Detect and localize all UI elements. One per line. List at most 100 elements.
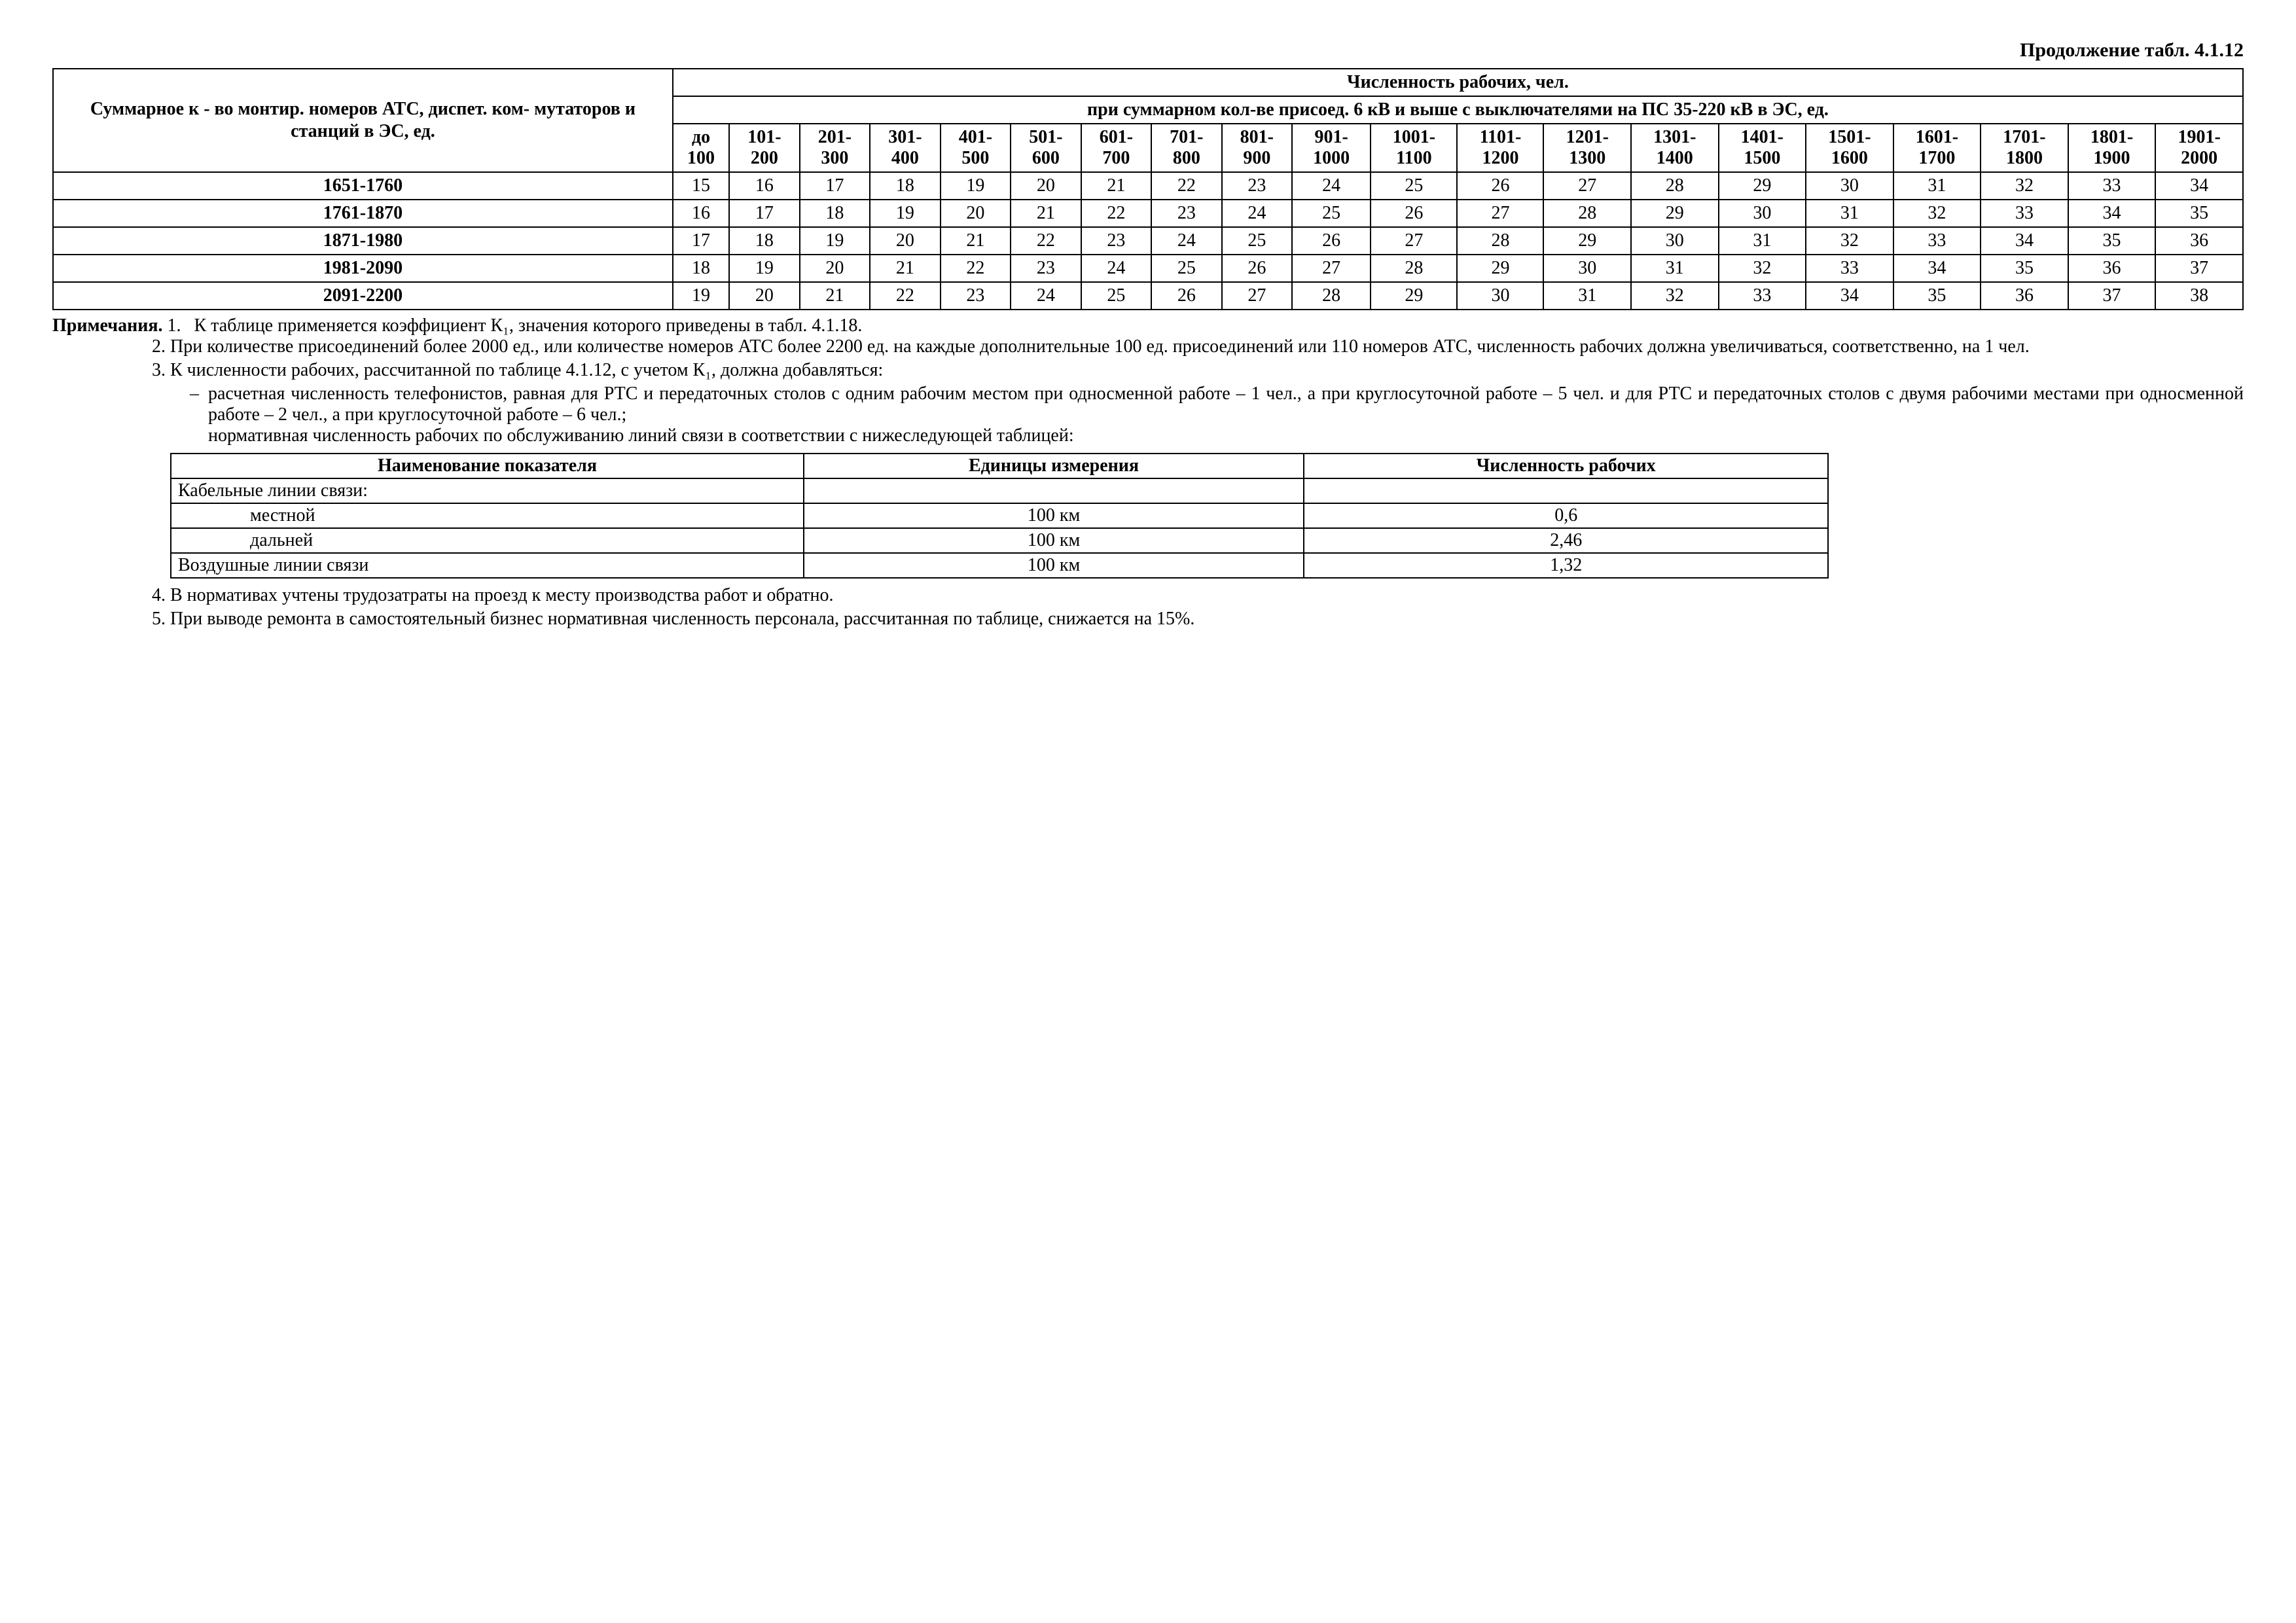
cell: 26 (1292, 227, 1371, 255)
note-5: При выводе ремонта в самостоятельный биз… (170, 609, 2244, 630)
cell: 23 (941, 282, 1011, 310)
cell: 21 (1011, 200, 1081, 227)
cell: 22 (1151, 172, 1221, 200)
cell: 31 (1893, 172, 1981, 200)
cell: 22 (1011, 227, 1081, 255)
row-label: 1871-1980 (53, 227, 673, 255)
cell: 30 (1631, 227, 1719, 255)
cell: 33 (1981, 200, 2068, 227)
col-header: 501- 600 (1011, 124, 1081, 172)
col-header: до 100 (673, 124, 729, 172)
cell: 16 (729, 172, 799, 200)
cell: 30 (1719, 200, 1806, 227)
cell: 18 (800, 200, 870, 227)
cell: 35 (1981, 255, 2068, 282)
col-header: 1701- 1800 (1981, 124, 2068, 172)
col-header: 101- 200 (729, 124, 799, 172)
cell: 36 (2068, 255, 2156, 282)
cell: 20 (800, 255, 870, 282)
cell: 25 (1081, 282, 1151, 310)
notes-block: Примечания. 1. К таблице применяется коэ… (52, 315, 2244, 630)
col-header: 1901- 2000 (2155, 124, 2243, 172)
cell: 20 (941, 200, 1011, 227)
cell: 29 (1371, 282, 1457, 310)
sub-col-header: Единицы измерения (804, 454, 1304, 478)
col-header: 901- 1000 (1292, 124, 1371, 172)
cell: 34 (2068, 200, 2156, 227)
cell: 25 (1371, 172, 1457, 200)
cell: 18 (729, 227, 799, 255)
sub-cell: дальней (171, 528, 804, 553)
cell: 26 (1151, 282, 1221, 310)
col-header: 601- 700 (1081, 124, 1151, 172)
col-header: 801- 900 (1222, 124, 1292, 172)
cell: 21 (1081, 172, 1151, 200)
note-4: В нормативах учтены трудозатраты на прое… (170, 585, 2244, 606)
col-header: 301- 400 (870, 124, 940, 172)
cell: 24 (1222, 200, 1292, 227)
cell: 19 (800, 227, 870, 255)
cell: 30 (1457, 282, 1543, 310)
cell: 23 (1011, 255, 1081, 282)
sub-cell: 100 км (804, 553, 1304, 578)
cell: 20 (870, 227, 940, 255)
cell: 15 (673, 172, 729, 200)
cell: 26 (1457, 172, 1543, 200)
cell: 28 (1631, 172, 1719, 200)
cell: 19 (870, 200, 940, 227)
cell: 24 (1011, 282, 1081, 310)
col-header: 201- 300 (800, 124, 870, 172)
cell: 28 (1543, 200, 1631, 227)
cell: 29 (1719, 172, 1806, 200)
cell: 24 (1292, 172, 1371, 200)
sub-cell: 100 км (804, 503, 1304, 528)
cell: 17 (800, 172, 870, 200)
cell: 33 (2068, 172, 2156, 200)
cell: 35 (1893, 282, 1981, 310)
cell: 31 (1631, 255, 1719, 282)
cell: 22 (870, 282, 940, 310)
cell: 26 (1371, 200, 1457, 227)
cell: 19 (729, 255, 799, 282)
row-label: 1651-1760 (53, 172, 673, 200)
cell: 25 (1292, 200, 1371, 227)
cell: 33 (1719, 282, 1806, 310)
cell: 31 (1543, 282, 1631, 310)
cell: 16 (673, 200, 729, 227)
cell: 20 (729, 282, 799, 310)
cell: 21 (941, 227, 1011, 255)
sub-col-header: Численность рабочих (1304, 454, 1828, 478)
row-label: 1981-2090 (53, 255, 673, 282)
cell: 18 (870, 172, 940, 200)
sub-cell (804, 478, 1304, 503)
cell: 23 (1151, 200, 1221, 227)
col-header: 701- 800 (1151, 124, 1221, 172)
col-header: 1501- 1600 (1806, 124, 1893, 172)
sub-cell: 0,6 (1304, 503, 1828, 528)
col-header: 1301- 1400 (1631, 124, 1719, 172)
cell: 22 (1081, 200, 1151, 227)
cell: 34 (1981, 227, 2068, 255)
col-header: 1101- 1200 (1457, 124, 1543, 172)
cell: 36 (2155, 227, 2243, 255)
cell: 34 (1806, 282, 1893, 310)
cell: 36 (1981, 282, 2068, 310)
cell: 28 (1292, 282, 1371, 310)
cell: 24 (1081, 255, 1151, 282)
main-table: Суммарное к - во монтир. номеров АТС, ди… (52, 68, 2244, 310)
sub-cell: Кабельные линии связи: (171, 478, 804, 503)
cell: 25 (1151, 255, 1221, 282)
cell: 29 (1457, 255, 1543, 282)
cell: 38 (2155, 282, 2243, 310)
sub-cell: Воздушные линии связи (171, 553, 804, 578)
cell: 31 (1806, 200, 1893, 227)
cell: 26 (1222, 255, 1292, 282)
main-super-header-1: Численность рабочих, чел. (673, 69, 2243, 96)
col-header: 1601- 1700 (1893, 124, 1981, 172)
cell: 17 (729, 200, 799, 227)
col-header: 1201- 1300 (1543, 124, 1631, 172)
note-1: К таблице применяется коэффициент К₁, зн… (194, 315, 2244, 336)
sub-cell: 100 км (804, 528, 1304, 553)
cell: 23 (1222, 172, 1292, 200)
col-header: 1801- 1900 (2068, 124, 2156, 172)
